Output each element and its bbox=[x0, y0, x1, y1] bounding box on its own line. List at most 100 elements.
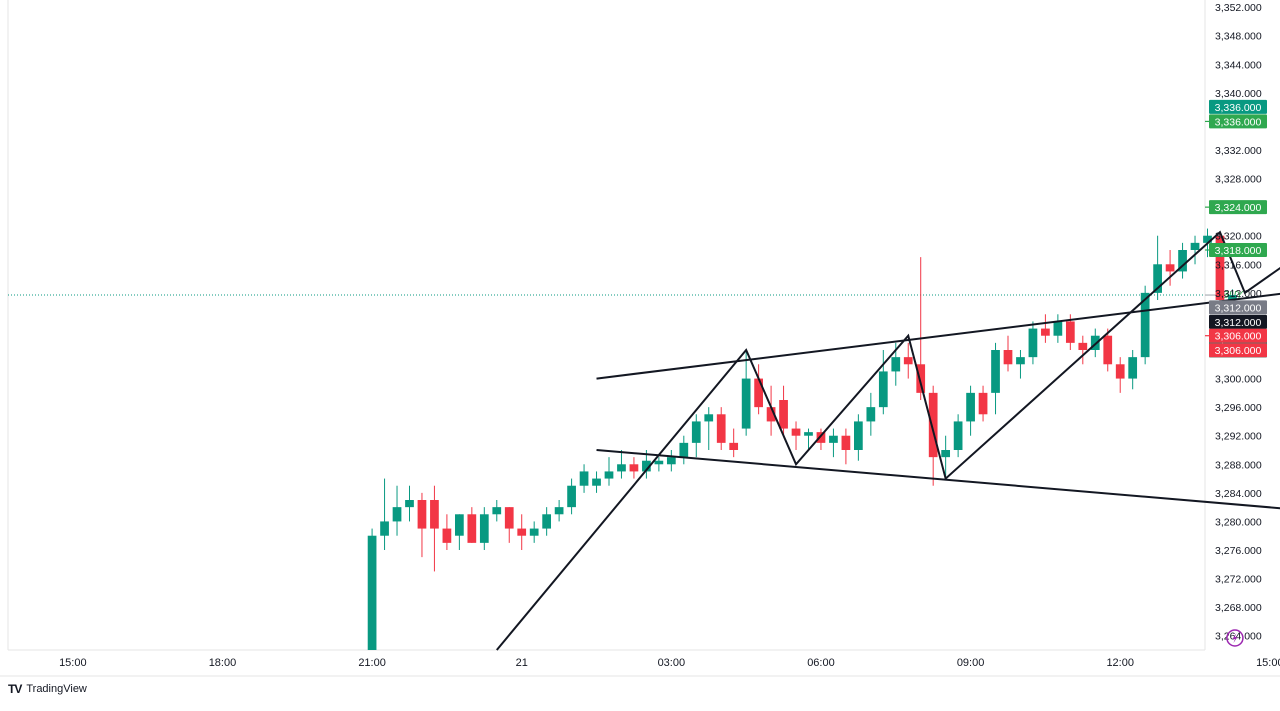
candle-up[interactable] bbox=[1028, 328, 1038, 358]
candle-up[interactable] bbox=[405, 500, 414, 508]
candle-up[interactable] bbox=[1203, 235, 1212, 243]
candle-up[interactable] bbox=[1016, 357, 1025, 365]
candle-down[interactable] bbox=[1215, 235, 1225, 300]
sl-lower-tag-text: 3,306.000 bbox=[1215, 345, 1262, 357]
candle-up[interactable] bbox=[380, 521, 389, 536]
candle-up[interactable] bbox=[891, 357, 901, 372]
candle-up[interactable] bbox=[604, 471, 614, 479]
candle-up[interactable] bbox=[1178, 250, 1187, 272]
candle-up[interactable] bbox=[1053, 321, 1063, 336]
candle-up[interactable] bbox=[704, 414, 714, 422]
candle-down[interactable] bbox=[766, 407, 776, 422]
price-tick-label: 3,340.000 bbox=[1215, 88, 1262, 100]
candle-up[interactable] bbox=[1128, 357, 1138, 379]
candle-down[interactable] bbox=[1041, 328, 1050, 336]
candle-up[interactable] bbox=[542, 514, 552, 529]
price-tick-label: 3,348.000 bbox=[1215, 31, 1262, 43]
candle-up[interactable] bbox=[691, 421, 701, 443]
candle-down[interactable] bbox=[791, 428, 801, 436]
candle-down[interactable] bbox=[517, 528, 527, 536]
candle-up[interactable] bbox=[829, 435, 838, 443]
price-tick-label: 3,320.000 bbox=[1215, 231, 1262, 243]
candle-up[interactable] bbox=[529, 528, 539, 536]
tp3-tag[interactable] bbox=[1209, 114, 1267, 129]
price-tick-label: 3,312.000 bbox=[1215, 288, 1262, 300]
candle-up[interactable] bbox=[953, 421, 963, 450]
candle-up[interactable] bbox=[804, 432, 813, 436]
candle-down[interactable] bbox=[1003, 350, 1013, 365]
candle-up[interactable] bbox=[966, 392, 975, 422]
candle-down[interactable] bbox=[779, 400, 788, 429]
candle-down[interactable] bbox=[928, 392, 938, 458]
candle-up[interactable] bbox=[878, 371, 888, 408]
candle-up[interactable] bbox=[666, 457, 676, 465]
tp1-tag[interactable] bbox=[1209, 243, 1267, 257]
time-tick-label: 21:00 bbox=[358, 657, 386, 669]
candle-down[interactable] bbox=[1078, 342, 1088, 350]
candle-down[interactable] bbox=[916, 364, 926, 393]
candle-up[interactable] bbox=[567, 485, 576, 508]
sl-tag-text: 3,306.000 bbox=[1215, 331, 1262, 343]
tp3-upper-tag[interactable] bbox=[1209, 99, 1267, 114]
candle-down[interactable] bbox=[1103, 335, 1113, 365]
time-tick-label: 21 bbox=[516, 657, 528, 669]
candle-up[interactable] bbox=[579, 471, 589, 486]
candle-up[interactable] bbox=[854, 421, 863, 450]
tp1-tag-text: 3,318.000 bbox=[1215, 245, 1262, 257]
sl-tag[interactable] bbox=[1209, 328, 1267, 343]
sl-lower-tag[interactable] bbox=[1209, 343, 1267, 358]
candle-up[interactable] bbox=[367, 535, 377, 650]
candle-down[interactable] bbox=[903, 357, 913, 365]
candle-up[interactable] bbox=[492, 507, 502, 515]
candle-up[interactable] bbox=[991, 350, 1000, 393]
candle-down[interactable] bbox=[816, 432, 826, 443]
candle-up[interactable] bbox=[654, 460, 664, 465]
price-tick-label: 3,284.000 bbox=[1215, 488, 1262, 500]
candle-up[interactable] bbox=[1140, 292, 1150, 358]
time-tick-label: 15:00 bbox=[1256, 657, 1280, 669]
candle-up[interactable] bbox=[1228, 295, 1237, 300]
candle-down[interactable] bbox=[1165, 264, 1175, 272]
price-tick-label: 3,316.000 bbox=[1215, 259, 1262, 271]
candle-down[interactable] bbox=[430, 500, 439, 529]
candle-up[interactable] bbox=[679, 442, 689, 458]
tp2-tag[interactable] bbox=[1209, 200, 1267, 215]
candle-up[interactable] bbox=[592, 478, 601, 486]
candle-up[interactable] bbox=[866, 407, 876, 422]
candle-up[interactable] bbox=[479, 514, 489, 543]
time-tick-label: 15:00 bbox=[59, 657, 87, 669]
entry-gray-tag-text: 3,312.000 bbox=[1215, 302, 1262, 314]
entry-gray-tag[interactable] bbox=[1209, 300, 1267, 315]
candle-down[interactable] bbox=[1115, 364, 1125, 379]
candle-up[interactable] bbox=[392, 507, 402, 522]
candle-up[interactable] bbox=[1190, 242, 1200, 250]
candle-down[interactable] bbox=[978, 392, 988, 415]
candle-down[interactable] bbox=[729, 442, 739, 450]
price-tick-label: 3,344.000 bbox=[1215, 59, 1262, 71]
candle-down[interactable] bbox=[504, 507, 514, 529]
candle-down[interactable] bbox=[754, 378, 763, 408]
candle-down[interactable] bbox=[716, 414, 726, 443]
candle-down[interactable] bbox=[629, 464, 639, 472]
lower-channel-line[interactable] bbox=[596, 449, 1280, 529]
candle-down[interactable] bbox=[417, 500, 427, 529]
candle-up[interactable] bbox=[941, 450, 951, 458]
flash-icon[interactable] bbox=[1226, 629, 1244, 647]
candle-up[interactable] bbox=[642, 460, 651, 472]
candle-down[interactable] bbox=[442, 528, 452, 543]
candle-down[interactable] bbox=[1065, 321, 1075, 343]
entry-black-tag[interactable] bbox=[1209, 314, 1267, 329]
brand-name: TradingView bbox=[26, 683, 87, 695]
candle-up[interactable] bbox=[741, 378, 751, 429]
candle-up[interactable] bbox=[617, 464, 626, 472]
candle-down[interactable] bbox=[841, 435, 851, 450]
upper-channel-line[interactable] bbox=[596, 264, 1280, 380]
pattern-zigzag-line[interactable] bbox=[496, 100, 1280, 651]
candle-down[interactable] bbox=[467, 514, 477, 543]
candle-up[interactable] bbox=[455, 514, 464, 536]
candle-up[interactable] bbox=[554, 507, 564, 515]
candle-up[interactable] bbox=[1153, 264, 1162, 293]
brand-logo[interactable]: TV TradingView bbox=[8, 682, 87, 696]
